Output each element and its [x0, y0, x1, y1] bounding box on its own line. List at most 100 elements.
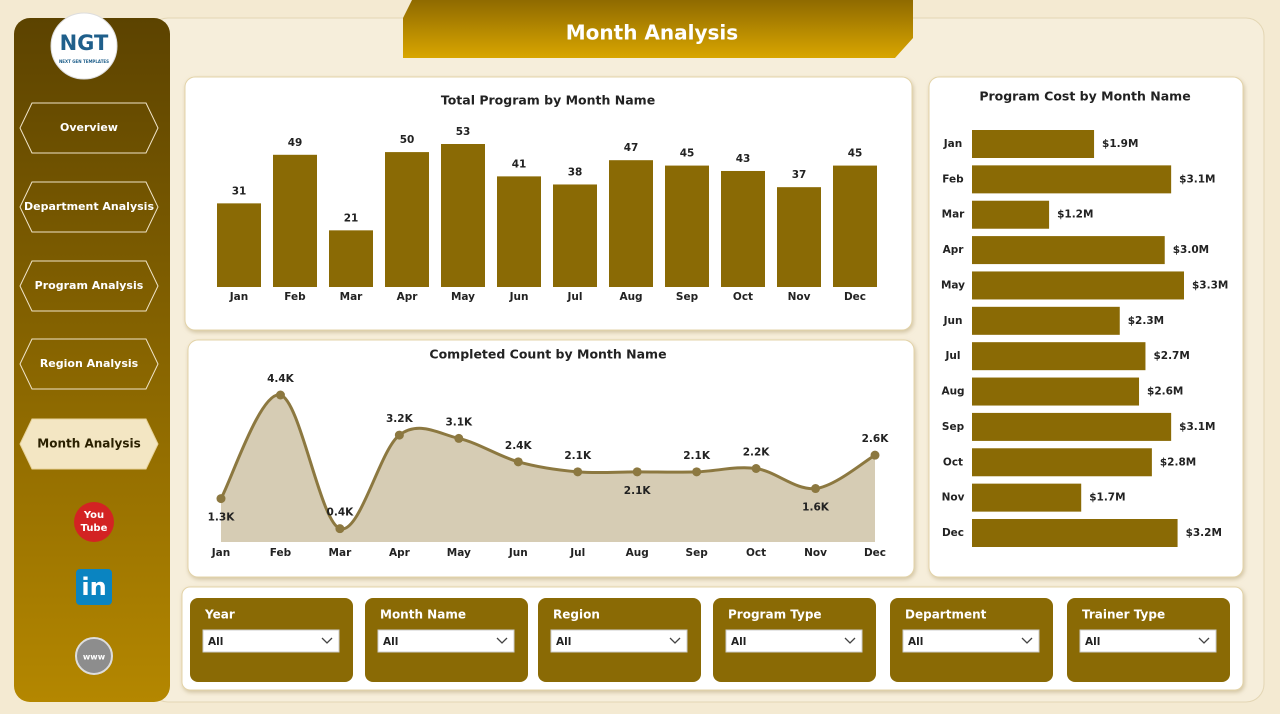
data-label: $1.7M [1089, 492, 1125, 504]
youtube-text: Tube [81, 523, 108, 534]
sidebar [14, 18, 170, 702]
bar [972, 165, 1172, 194]
logo-mark: NGT [60, 31, 109, 55]
filter-dropdown[interactable] [902, 629, 1040, 653]
data-label: $3.1M [1179, 173, 1215, 185]
linkedin-text: in [81, 573, 106, 601]
bar [329, 230, 373, 287]
filter-label: Region [553, 608, 600, 622]
filter-value: All [383, 636, 398, 648]
nav-label: Department Analysis [24, 200, 154, 213]
data-label: 0.4K [327, 507, 355, 519]
web-text: www [83, 653, 106, 662]
linkedin-icon[interactable]: in [76, 569, 112, 605]
x-tick-label: Jan [229, 291, 248, 303]
filter-value: All [731, 636, 746, 648]
nav-label: Program Analysis [35, 279, 144, 292]
nav-button[interactable] [19, 102, 159, 154]
filter-dropdown[interactable] [202, 629, 340, 653]
bar [972, 130, 1095, 158]
dropdown-chevron [1021, 637, 1033, 644]
chart-title: Completed Count by Month Name [429, 347, 666, 362]
y-tick-label: Aug [941, 386, 964, 398]
point [870, 450, 880, 460]
web-icon[interactable]: www [75, 637, 113, 675]
data-label: 45 [680, 148, 695, 160]
data-label: $3.3M [1192, 279, 1228, 291]
chart-title: Total Program by Month Name [441, 93, 655, 108]
data-label: 21 [344, 212, 359, 224]
data-label: $2.7M [1153, 350, 1189, 362]
point [454, 433, 464, 443]
data-label: 2.1K [564, 450, 592, 462]
nav-button[interactable] [19, 338, 159, 390]
point [216, 494, 226, 504]
bar [972, 412, 1172, 441]
filter-dropdown[interactable] [377, 629, 515, 653]
data-label: 53 [456, 126, 471, 138]
logo [50, 12, 118, 80]
filter-dropdown[interactable] [1079, 629, 1217, 653]
point [275, 390, 285, 400]
y-tick-label: Sep [942, 421, 965, 433]
data-label: 3.1K [445, 416, 473, 428]
x-tick-label: Oct [733, 291, 753, 303]
filter-label: Month Name [380, 608, 466, 622]
bar [972, 236, 1165, 265]
y-tick-label: Jul [945, 350, 961, 362]
nav-button[interactable] [19, 260, 159, 312]
youtube-icon[interactable]: You Tube [74, 502, 114, 542]
y-tick-label: Apr [943, 244, 965, 256]
logo-tagline: NEXT GEN TEMPLATES [59, 59, 109, 64]
nav-label: Overview [60, 121, 118, 134]
dropdown-chevron [496, 637, 508, 644]
data-label: 2.4K [505, 440, 533, 452]
web-badge [75, 637, 113, 675]
x-tick-label: Mar [329, 547, 353, 559]
nav-button[interactable] [19, 418, 159, 470]
data-label: $1.2M [1057, 209, 1093, 221]
x-tick-label: Jun [508, 547, 528, 559]
nav-label: Region Analysis [40, 357, 139, 370]
filter-value: All [208, 636, 223, 648]
nav-button[interactable] [19, 181, 159, 233]
filter-dropdown[interactable] [725, 629, 863, 653]
bar [972, 271, 1184, 300]
data-label: $2.6M [1147, 386, 1183, 398]
x-tick-label: Aug [619, 291, 642, 303]
data-label: 50 [400, 134, 415, 146]
y-tick-label: Jun [943, 315, 963, 327]
data-label: 2.1K [624, 485, 652, 497]
data-label: $3.1M [1179, 421, 1215, 433]
bar [217, 203, 261, 287]
youtube-text: You [83, 510, 104, 521]
point [751, 464, 761, 473]
x-tick-label: Mar [340, 291, 364, 303]
x-tick-label: Feb [284, 291, 306, 303]
y-tick-label: Dec [942, 527, 964, 539]
data-label: 4.4K [267, 373, 295, 385]
data-label: 2.6K [862, 433, 890, 445]
data-label: 45 [848, 148, 863, 160]
bar [972, 342, 1146, 371]
x-tick-label: Dec [864, 547, 886, 559]
dropdown-chevron [844, 637, 856, 644]
filter-dropdown[interactable] [550, 629, 688, 653]
bar [441, 144, 485, 287]
y-tick-label: Feb [942, 173, 964, 185]
data-label: 41 [512, 158, 527, 170]
data-label: 43 [736, 153, 751, 165]
x-tick-label: Apr [389, 547, 411, 559]
filter-label: Department [905, 608, 987, 622]
x-tick-label: May [451, 291, 475, 303]
x-tick-label: Oct [746, 547, 766, 559]
linkedin-badge [76, 569, 112, 605]
chart-title: Program Cost by Month Name [979, 89, 1190, 104]
page-title: Month Analysis [566, 21, 738, 45]
x-tick-label: Sep [676, 291, 699, 303]
data-label: 1.3K [208, 512, 236, 524]
y-tick-label: Jan [943, 138, 962, 150]
filter-value: All [908, 636, 923, 648]
